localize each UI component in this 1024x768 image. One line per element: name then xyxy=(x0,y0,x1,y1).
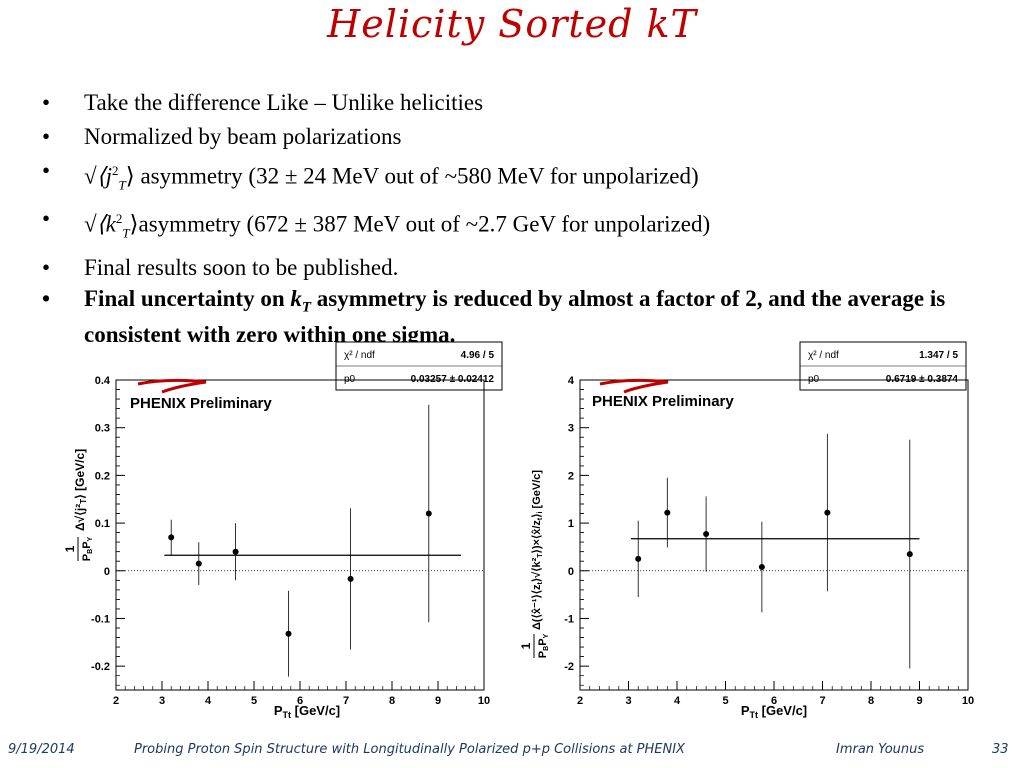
jt-chart-svg: χ² / ndf 4.96 / 5 p0 0.03257 ± 0.02412 P… xyxy=(63,341,503,720)
plot-area: 2 3 4 5 6 7 8 9 10 -0.2 -0.1 0 0.1 0.2 0.3 0.4 xyxy=(91,375,490,707)
x-tick-label: 10 xyxy=(962,695,974,707)
y-tick-label: 0.1 xyxy=(95,518,110,530)
kt-symbol: √⟨k xyxy=(84,211,116,237)
y-axis-expression: Δ(⟨x̂⁻¹⟩⟨zt⟩√⟨k²T⟩)×⟨x̂/zt⟩i [GeV/c] xyxy=(531,470,544,630)
footer-author: Imran Younus xyxy=(836,742,925,757)
y-axis-label: 1 PBPY Δ√⟨j²T⟩ [GeV/c] xyxy=(63,449,94,561)
y-axis-label: 1 PBPY Δ(⟨x̂⁻¹⟩⟨zt⟩√⟨k²T⟩)×⟨x̂/zt⟩i [GeV… xyxy=(519,470,550,659)
data-point xyxy=(425,510,432,517)
y-tick-label: 1 xyxy=(568,518,574,530)
y-tick-label: -1 xyxy=(564,613,574,625)
logo-swoosh-icon xyxy=(599,378,669,394)
x-tick-label: 4 xyxy=(205,695,212,707)
y-tick-label: -0.1 xyxy=(91,613,110,625)
bullet-text: Normalized by beam polarizations xyxy=(84,124,402,149)
y-tick-label: 0 xyxy=(568,566,574,578)
y-tick-label: 3 xyxy=(568,423,574,435)
y-axis-fraction-num: 1 xyxy=(63,545,77,552)
bullet-item: Take the difference Like – Unlike helici… xyxy=(42,86,992,120)
y-tick-label: 0 xyxy=(104,566,110,578)
x-tick-label: 9 xyxy=(916,695,922,707)
y-axis-expression: Δ√⟨j²T⟩ [GeV/c] xyxy=(73,449,88,531)
data-point xyxy=(758,563,765,570)
data-point xyxy=(195,560,202,567)
chi2-label: χ² / ndf xyxy=(808,350,839,361)
x-tick-label: 7 xyxy=(819,695,825,707)
superscript: 2 xyxy=(115,211,123,227)
footer-talk-title: Probing Proton Spin Structure with Longi… xyxy=(134,742,685,757)
x-tick-label: 2 xyxy=(113,695,119,707)
logo-swoosh-icon xyxy=(137,378,207,394)
y-tick-label: 0.4 xyxy=(95,375,111,387)
bullet-item: √⟨k2T⟩asymmetry (672 ± 387 MeV out of ~2… xyxy=(42,202,992,250)
subscript: T xyxy=(118,177,126,193)
x-tick-label: 10 xyxy=(478,695,490,707)
bullet-text: ⟩asymmetry (672 ± 387 MeV out of ~2.7 Ge… xyxy=(129,211,711,237)
data-point xyxy=(906,551,913,558)
kt-variable: k xyxy=(290,285,302,311)
chi2-value: 1.347 / 5 xyxy=(919,350,958,361)
x-tick-label: 5 xyxy=(722,695,728,707)
x-axis-label: PTt [GeV/c] xyxy=(274,703,340,720)
data-point xyxy=(664,509,671,516)
y-axis-fraction-den: PBPY xyxy=(537,633,550,658)
x-tick-label: 2 xyxy=(577,695,583,707)
x-tick-label: 8 xyxy=(868,695,874,707)
y-tick-label: 0.3 xyxy=(95,423,110,435)
x-tick-label: 6 xyxy=(771,695,777,707)
y-axis-fraction-den: PBPY xyxy=(81,536,94,561)
superscript: 2 xyxy=(112,163,119,178)
subscript: T xyxy=(301,299,312,316)
subscript: T xyxy=(122,225,130,241)
bullet-text: Final results soon to be published. xyxy=(84,254,399,280)
logo-text: PHENIX Preliminary xyxy=(592,393,734,410)
y-tick-label: 2 xyxy=(568,470,574,482)
x-tick-label: 7 xyxy=(343,695,349,707)
jt-symbol: √⟨j xyxy=(84,163,112,189)
plot-area: 2 3 4 5 6 7 8 9 10 -2 -1 0 1 2 3 4 xyxy=(564,375,974,707)
kt-chart-svg: χ² / ndf 1.347 / 5 p0 0.6719 ± 0.3874 PH… xyxy=(519,341,974,720)
x-tick-label: 8 xyxy=(389,695,395,707)
footer-date: 9/19/2014 xyxy=(8,742,75,757)
data-point xyxy=(635,555,642,562)
phenix-logo: PHENIX Preliminary xyxy=(592,378,734,410)
data-point xyxy=(168,534,175,541)
x-tick-label: 5 xyxy=(251,695,257,707)
logo-text: PHENIX Preliminary xyxy=(130,395,272,412)
data-point xyxy=(285,630,292,637)
data-point xyxy=(232,548,239,555)
bullet-text: ⟩ asymmetry (32 ± 24 MeV out of ~580 MeV… xyxy=(125,163,699,189)
data-point xyxy=(347,575,354,582)
chi2-label: χ² / ndf xyxy=(344,350,375,361)
x-tick-label: 3 xyxy=(625,695,631,707)
footer-page-number: 33 xyxy=(992,742,1009,757)
x-tick-label: 4 xyxy=(674,695,681,707)
slide-title: Helicity Sorted kT xyxy=(327,2,697,46)
x-tick-label: 6 xyxy=(297,695,303,707)
x-tick-label: 3 xyxy=(159,695,165,707)
bullet-list: Take the difference Like – Unlike helici… xyxy=(42,86,992,349)
y-tick-label: 4 xyxy=(568,375,575,387)
bullet-item: √⟨j2T⟩ asymmetry (32 ± 24 MeV out of ~58… xyxy=(42,154,992,202)
x-axis-label: PTt [GeV/c] xyxy=(741,703,807,720)
kt-asymmetry-chart: χ² / ndf 1.347 / 5 p0 0.6719 ± 0.3874 PH… xyxy=(510,340,990,725)
bullet-text: Take the difference Like – Unlike helici… xyxy=(84,90,484,115)
data-point xyxy=(824,509,831,516)
bullet-item: Normalized by beam polarizations xyxy=(42,120,992,154)
bullet-text: Final uncertainty on xyxy=(84,285,291,311)
jt-asymmetry-chart: χ² / ndf 4.96 / 5 p0 0.03257 ± 0.02412 P… xyxy=(58,340,508,725)
phenix-logo: PHENIX Preliminary xyxy=(130,378,272,412)
bullet-item: Final results soon to be published. xyxy=(42,251,992,285)
y-tick-label: 0.2 xyxy=(95,470,110,482)
y-tick-label: -2 xyxy=(564,661,574,673)
y-tick-label: -0.2 xyxy=(91,661,110,673)
y-axis-fraction-num: 1 xyxy=(519,642,533,649)
x-tick-label: 9 xyxy=(435,695,441,707)
data-point xyxy=(703,531,710,538)
chi2-value: 4.96 / 5 xyxy=(461,350,495,361)
